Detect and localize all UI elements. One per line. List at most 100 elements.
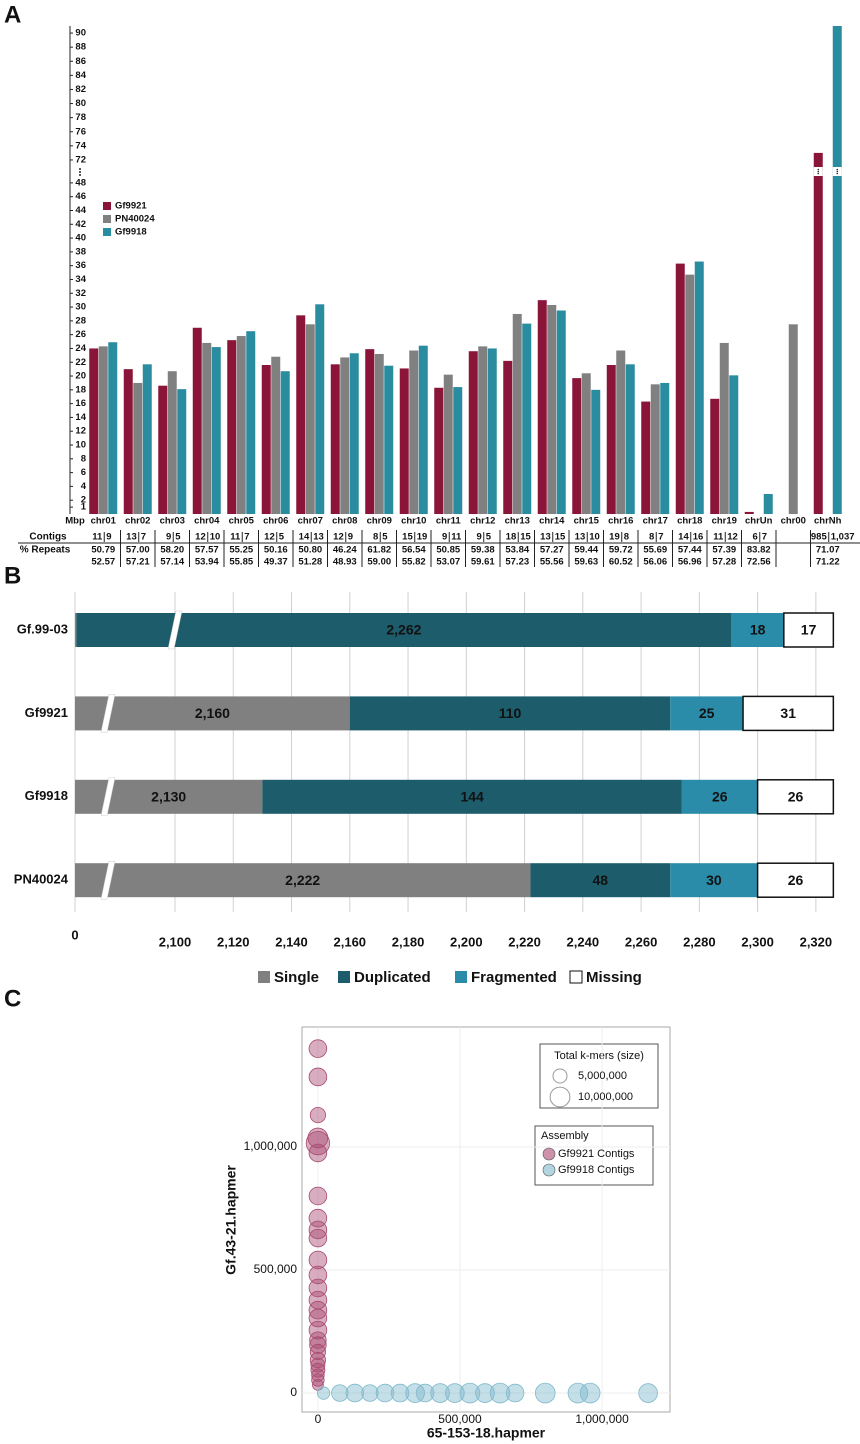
- legend-swatch: [103, 215, 111, 223]
- bar: [468, 351, 478, 514]
- axis-break: [167, 610, 183, 650]
- bubble: [459, 1382, 481, 1404]
- repeat-percent: 52.57: [91, 557, 115, 568]
- y-tick-label: 32: [75, 288, 86, 299]
- bar-segment: [262, 779, 682, 814]
- bar-label: 26: [788, 872, 804, 888]
- y-axis-label: Gf.43-21.hapmer: [223, 1165, 239, 1275]
- bar: [211, 347, 221, 514]
- bar-segment: [75, 863, 531, 898]
- bar: [763, 493, 773, 514]
- bar: [261, 365, 271, 514]
- bar: [280, 371, 290, 514]
- bar: [625, 364, 635, 514]
- x-tick-label: chr07: [298, 516, 323, 527]
- category-label: PN40024: [14, 872, 69, 887]
- contig-count: 5: [279, 532, 285, 543]
- bar-segment: [76, 613, 732, 647]
- y-tick-label: 46: [75, 191, 86, 202]
- bar: [246, 331, 256, 514]
- bar: [591, 389, 601, 514]
- bubble: [345, 1383, 365, 1403]
- y-tick-label: 78: [75, 112, 86, 123]
- y-tick-label: 30: [75, 302, 86, 313]
- contig-count: 13: [575, 532, 586, 543]
- repeat-percent: 55.69: [643, 545, 667, 556]
- bubble: [309, 1107, 326, 1124]
- x-tick-label: chr14: [539, 516, 565, 527]
- bar-label: 48: [593, 872, 609, 888]
- legend-label: Gf9918: [115, 227, 147, 238]
- bubble: [505, 1383, 525, 1403]
- x-tick-label: chr19: [712, 516, 737, 527]
- bubble: [390, 1383, 410, 1403]
- y-tick-label: 40: [75, 233, 86, 244]
- bar: [133, 382, 143, 514]
- bubble: [311, 1373, 325, 1387]
- bubble: [309, 1331, 327, 1349]
- panel-label: C: [4, 985, 21, 1012]
- legend-swatch: [103, 228, 111, 236]
- x-tick-label: 2,140: [275, 934, 308, 949]
- contig-count: 15: [402, 532, 413, 543]
- contig-count: 10: [210, 532, 221, 543]
- repeat-percent: 59.61: [471, 557, 495, 568]
- bar-label: 18: [750, 622, 766, 638]
- bar: [418, 345, 428, 514]
- y-tick-label: 14: [75, 412, 86, 423]
- bubble: [308, 1228, 328, 1248]
- repeat-percent: 48.93: [333, 557, 357, 568]
- x-tick-label: 2,260: [625, 934, 658, 949]
- legend-label: Gf9918 Contigs: [558, 1164, 635, 1176]
- x-tick-label: 2,180: [392, 934, 425, 949]
- contig-count: 9: [106, 532, 111, 543]
- bar: [503, 360, 513, 514]
- repeat-percent: 50.16: [264, 545, 288, 556]
- axis-break: [100, 860, 116, 900]
- bar: [744, 511, 754, 514]
- y-tick-label: 38: [75, 246, 86, 257]
- contig-count: 19: [609, 532, 620, 543]
- contig-count: 7: [762, 532, 767, 543]
- y-tick-label: 76: [75, 126, 86, 137]
- bar: [305, 324, 315, 514]
- x-tick-label: 0: [315, 1412, 322, 1426]
- bubble: [534, 1382, 556, 1404]
- contig-count: 1,037: [831, 532, 855, 543]
- x-tick-label: 2,100: [159, 934, 192, 949]
- bubble: [405, 1383, 425, 1403]
- bar: [729, 375, 739, 514]
- y-tick-label: 18: [75, 384, 86, 395]
- repeat-percent: 55.82: [402, 557, 426, 568]
- x-tick-label: chr08: [332, 516, 357, 527]
- bubble: [445, 1383, 465, 1403]
- bubble: [638, 1383, 658, 1403]
- x-tick-label: chr15: [574, 516, 600, 527]
- x-tick-label: 500,000: [438, 1412, 482, 1426]
- bar-segment: [530, 863, 671, 898]
- contig-count: 12: [195, 532, 206, 543]
- table-label: % Repeats: [20, 545, 71, 556]
- repeat-percent: 71.22: [816, 557, 840, 568]
- bubble: [489, 1382, 511, 1404]
- contig-count: 5: [382, 532, 388, 543]
- bubble: [308, 1039, 328, 1058]
- bar-break-dot: [836, 168, 839, 171]
- y-tick-label: 48: [75, 177, 86, 188]
- bubble: [310, 1362, 326, 1378]
- y-tick-label: 12: [75, 426, 86, 437]
- contig-count: 8: [373, 532, 378, 543]
- contig-count: 13: [540, 532, 551, 543]
- bar: [108, 342, 118, 514]
- legend-label: Missing: [586, 969, 642, 986]
- y-tick-label: 2: [81, 495, 86, 506]
- x-tick-label: 1,000,000: [575, 1412, 629, 1426]
- bar-segment: [756, 862, 835, 898]
- bar: [365, 349, 375, 514]
- x-tick-label: 2,160: [334, 934, 367, 949]
- bubble: [311, 1368, 325, 1382]
- contig-count: 985: [811, 532, 828, 543]
- bar-segment: [349, 696, 671, 731]
- plot-frame: [301, 1026, 671, 1413]
- axis-break: [100, 694, 116, 733]
